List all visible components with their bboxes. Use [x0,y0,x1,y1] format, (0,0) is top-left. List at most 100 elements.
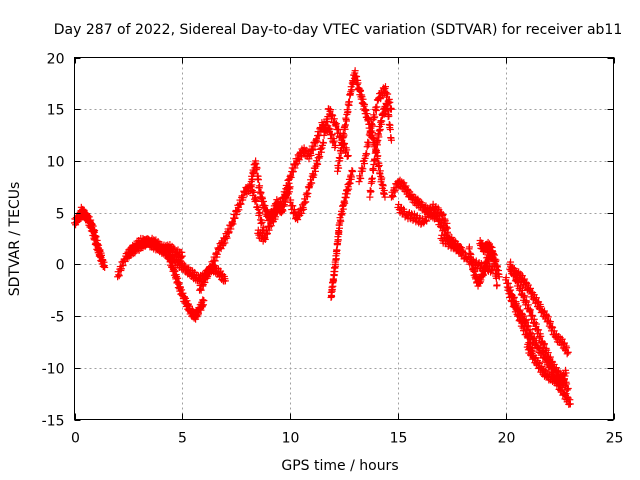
y-tick-label: 0 [56,258,65,274]
data-point [283,184,291,192]
data-point [375,133,383,141]
data-point [331,141,339,149]
x-tick-label: 20 [498,431,516,447]
data-point [309,145,317,153]
data-point [509,296,517,304]
data-point [359,165,367,173]
data-point [256,209,264,217]
y-tick-label: 10 [47,155,65,171]
data-point [536,343,544,351]
data-point [231,214,239,222]
data-point [304,190,312,198]
data-point [381,193,389,201]
data-point [345,98,353,106]
y-tick-label: -15 [42,414,65,430]
data-point [272,213,280,221]
data-point [92,233,100,241]
data-point [541,307,549,315]
data-point [314,160,322,168]
data-point [491,262,499,270]
data-point [330,137,338,145]
series-arc-23 [523,340,570,390]
data-point [507,290,515,298]
data-point [348,86,356,94]
data-point [362,107,370,115]
data-point [308,179,316,187]
data-point [522,316,530,324]
data-point [203,274,211,282]
data-point [254,205,262,213]
series-arc-5 [165,252,208,323]
grid-lines [74,57,614,420]
data-point [521,292,529,300]
data-point [99,256,107,264]
data-point [261,235,269,243]
data-point [549,324,557,332]
data-point [340,131,348,139]
data-point [422,216,430,224]
data-point [225,228,233,236]
data-point [197,306,205,314]
y-axis-label: SDTVAR / TECUs [7,182,23,297]
x-tick-label: 15 [390,431,408,447]
series-arc-22 [506,262,572,358]
data-point [257,188,265,196]
data-point [349,167,357,175]
data-point [101,263,109,271]
data-point [281,191,289,199]
data-point [387,136,395,144]
data-point [365,139,373,147]
data-point [487,267,495,275]
data-point [434,204,442,212]
data-point [291,161,299,169]
x-tick-labels: 0 5 10 15 20 25 [71,431,623,447]
data-point [562,390,570,398]
data-point [467,251,475,259]
data-point [200,297,208,305]
data-point [178,252,186,260]
data-point [475,279,483,287]
data-point [87,216,95,224]
data-point [367,187,375,195]
data-point [180,293,188,301]
data-point [217,245,225,253]
data-point [389,193,397,201]
data-point [512,304,520,312]
data-point [219,240,227,248]
data-point [320,139,328,147]
data-point [248,176,256,184]
data-point [376,125,384,133]
data-point [366,193,374,201]
data-point [335,164,343,172]
data-point [88,221,96,229]
data-point [367,127,375,135]
data-point [91,226,99,234]
data-point [564,384,572,392]
data-point [423,217,431,225]
data-point [233,207,241,215]
data-point [468,259,476,267]
data-point [372,147,380,155]
data-point [343,117,351,125]
data-point [253,164,261,172]
data-point [213,250,221,258]
data-point [354,79,362,87]
data-point [237,200,245,208]
data-point [360,100,368,108]
data-point [348,173,356,181]
data-point [93,240,101,248]
data-point [384,90,392,98]
plot-frame [74,57,614,420]
data-point [341,199,349,207]
data-point [307,151,315,159]
series-arc-18 [476,237,501,290]
data-point [337,217,345,225]
data-point [357,86,365,94]
data-point [266,223,274,231]
data-point [329,112,337,120]
y-tick-label: 20 [47,52,65,68]
data-point [300,205,308,213]
data-point [531,319,539,327]
series-arc-15 [394,200,451,232]
